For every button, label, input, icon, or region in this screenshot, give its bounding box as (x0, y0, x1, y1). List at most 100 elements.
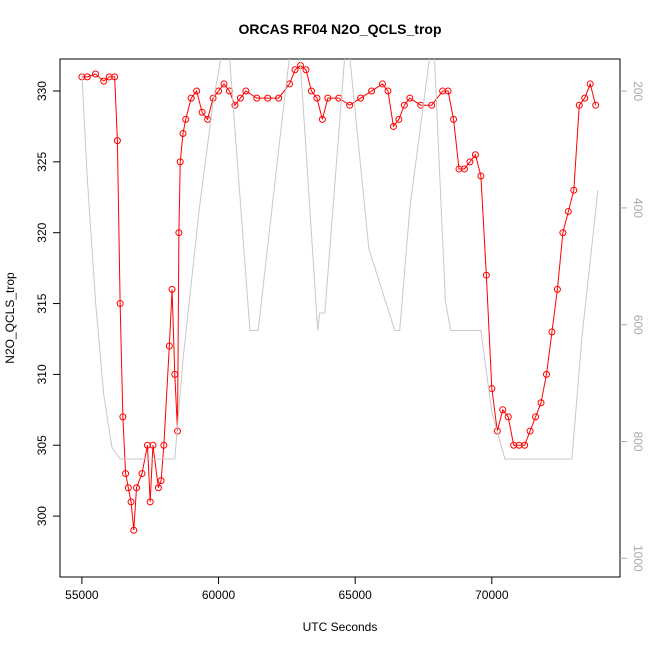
data-point (548, 328, 556, 336)
data-point (559, 229, 567, 237)
data-point (236, 94, 244, 102)
data-point (143, 441, 151, 449)
data-point (182, 115, 190, 123)
y-tick-label: 330 (35, 81, 49, 101)
data-point (542, 370, 550, 378)
data-point (471, 151, 479, 159)
data-point (586, 80, 594, 88)
data-point (510, 441, 518, 449)
data-point (564, 207, 572, 215)
chart-title: ORCAS RF04 N2O_QCLS_trop (238, 21, 441, 37)
data-point (176, 158, 184, 166)
data-point (138, 470, 146, 478)
data-point (113, 137, 121, 145)
data-point (515, 441, 523, 449)
y-tick-label: 320 (35, 222, 49, 242)
data-point (253, 94, 261, 102)
data-point (324, 94, 332, 102)
x-axis-label: UTC Seconds (303, 620, 378, 634)
data-point (439, 87, 447, 95)
data-point (450, 115, 458, 123)
data-point (92, 70, 100, 78)
data-point (116, 300, 124, 308)
data-point (592, 101, 600, 109)
data-point (83, 73, 91, 81)
x-tick-label: 60000 (202, 588, 236, 602)
data-point (193, 87, 201, 95)
data-point (504, 413, 512, 421)
data-point (133, 484, 141, 492)
data-point (105, 73, 113, 81)
data-point (302, 66, 310, 74)
data-point (493, 427, 501, 435)
data-point (168, 285, 176, 293)
pressure-line (81, 59, 599, 460)
data-point (198, 108, 206, 116)
data-point (157, 477, 165, 485)
data-point (318, 115, 326, 123)
data-point (499, 406, 507, 414)
data-point (428, 101, 436, 109)
data-point (532, 413, 540, 421)
data-point (264, 94, 272, 102)
plot-frame (59, 58, 621, 578)
y2-tick-label: 600 (631, 315, 645, 335)
data-point (575, 101, 583, 109)
data-point (130, 526, 138, 534)
data-point (171, 370, 179, 378)
data-point (378, 80, 386, 88)
data-point (154, 484, 162, 492)
data-point (175, 229, 183, 237)
data-point (389, 122, 397, 130)
data-point (537, 399, 545, 407)
y-tick-label: 315 (35, 293, 49, 313)
data-point (570, 186, 578, 194)
data-point (291, 66, 299, 74)
data-point (346, 101, 354, 109)
y-axis-label: N2O_QCLS_trop (3, 272, 17, 364)
data-point (482, 271, 490, 279)
data-point (395, 115, 403, 123)
data-point (100, 77, 108, 85)
data-point (521, 441, 529, 449)
data-point (477, 172, 485, 180)
data-point (187, 94, 195, 102)
data-point (231, 101, 239, 109)
data-point (179, 130, 187, 138)
data-point (119, 413, 127, 421)
data-point (444, 87, 452, 95)
data-point (160, 441, 168, 449)
data-point (460, 165, 468, 173)
data-point (384, 87, 392, 95)
data-point (526, 427, 534, 435)
data-point (124, 484, 132, 492)
x-tick-label: 70000 (475, 588, 509, 602)
x-tick-label: 65000 (338, 588, 372, 602)
data-point (553, 285, 561, 293)
data-point (275, 94, 283, 102)
data-point (455, 165, 463, 173)
data-point (466, 158, 474, 166)
data-point (581, 94, 589, 102)
y-tick-label: 305 (35, 435, 49, 455)
data-point (146, 498, 154, 506)
data-point (127, 498, 135, 506)
data-point (149, 441, 157, 449)
data-point (111, 73, 119, 81)
y-tick-label: 310 (35, 364, 49, 384)
y2-tick-label: 400 (631, 198, 645, 218)
y2-tick-label: 200 (631, 81, 645, 101)
y-tick-label: 325 (35, 152, 49, 172)
y2-tick-label: 800 (631, 431, 645, 451)
data-point (220, 80, 228, 88)
data-point (165, 342, 173, 350)
data-point (368, 87, 376, 95)
x-tick-label: 55000 (65, 588, 99, 602)
data-point (122, 470, 130, 478)
data-point (313, 94, 321, 102)
data-point (307, 87, 315, 95)
y2-tick-label: 1000 (631, 545, 645, 572)
y-tick-label: 300 (35, 506, 49, 526)
data-point (406, 94, 414, 102)
